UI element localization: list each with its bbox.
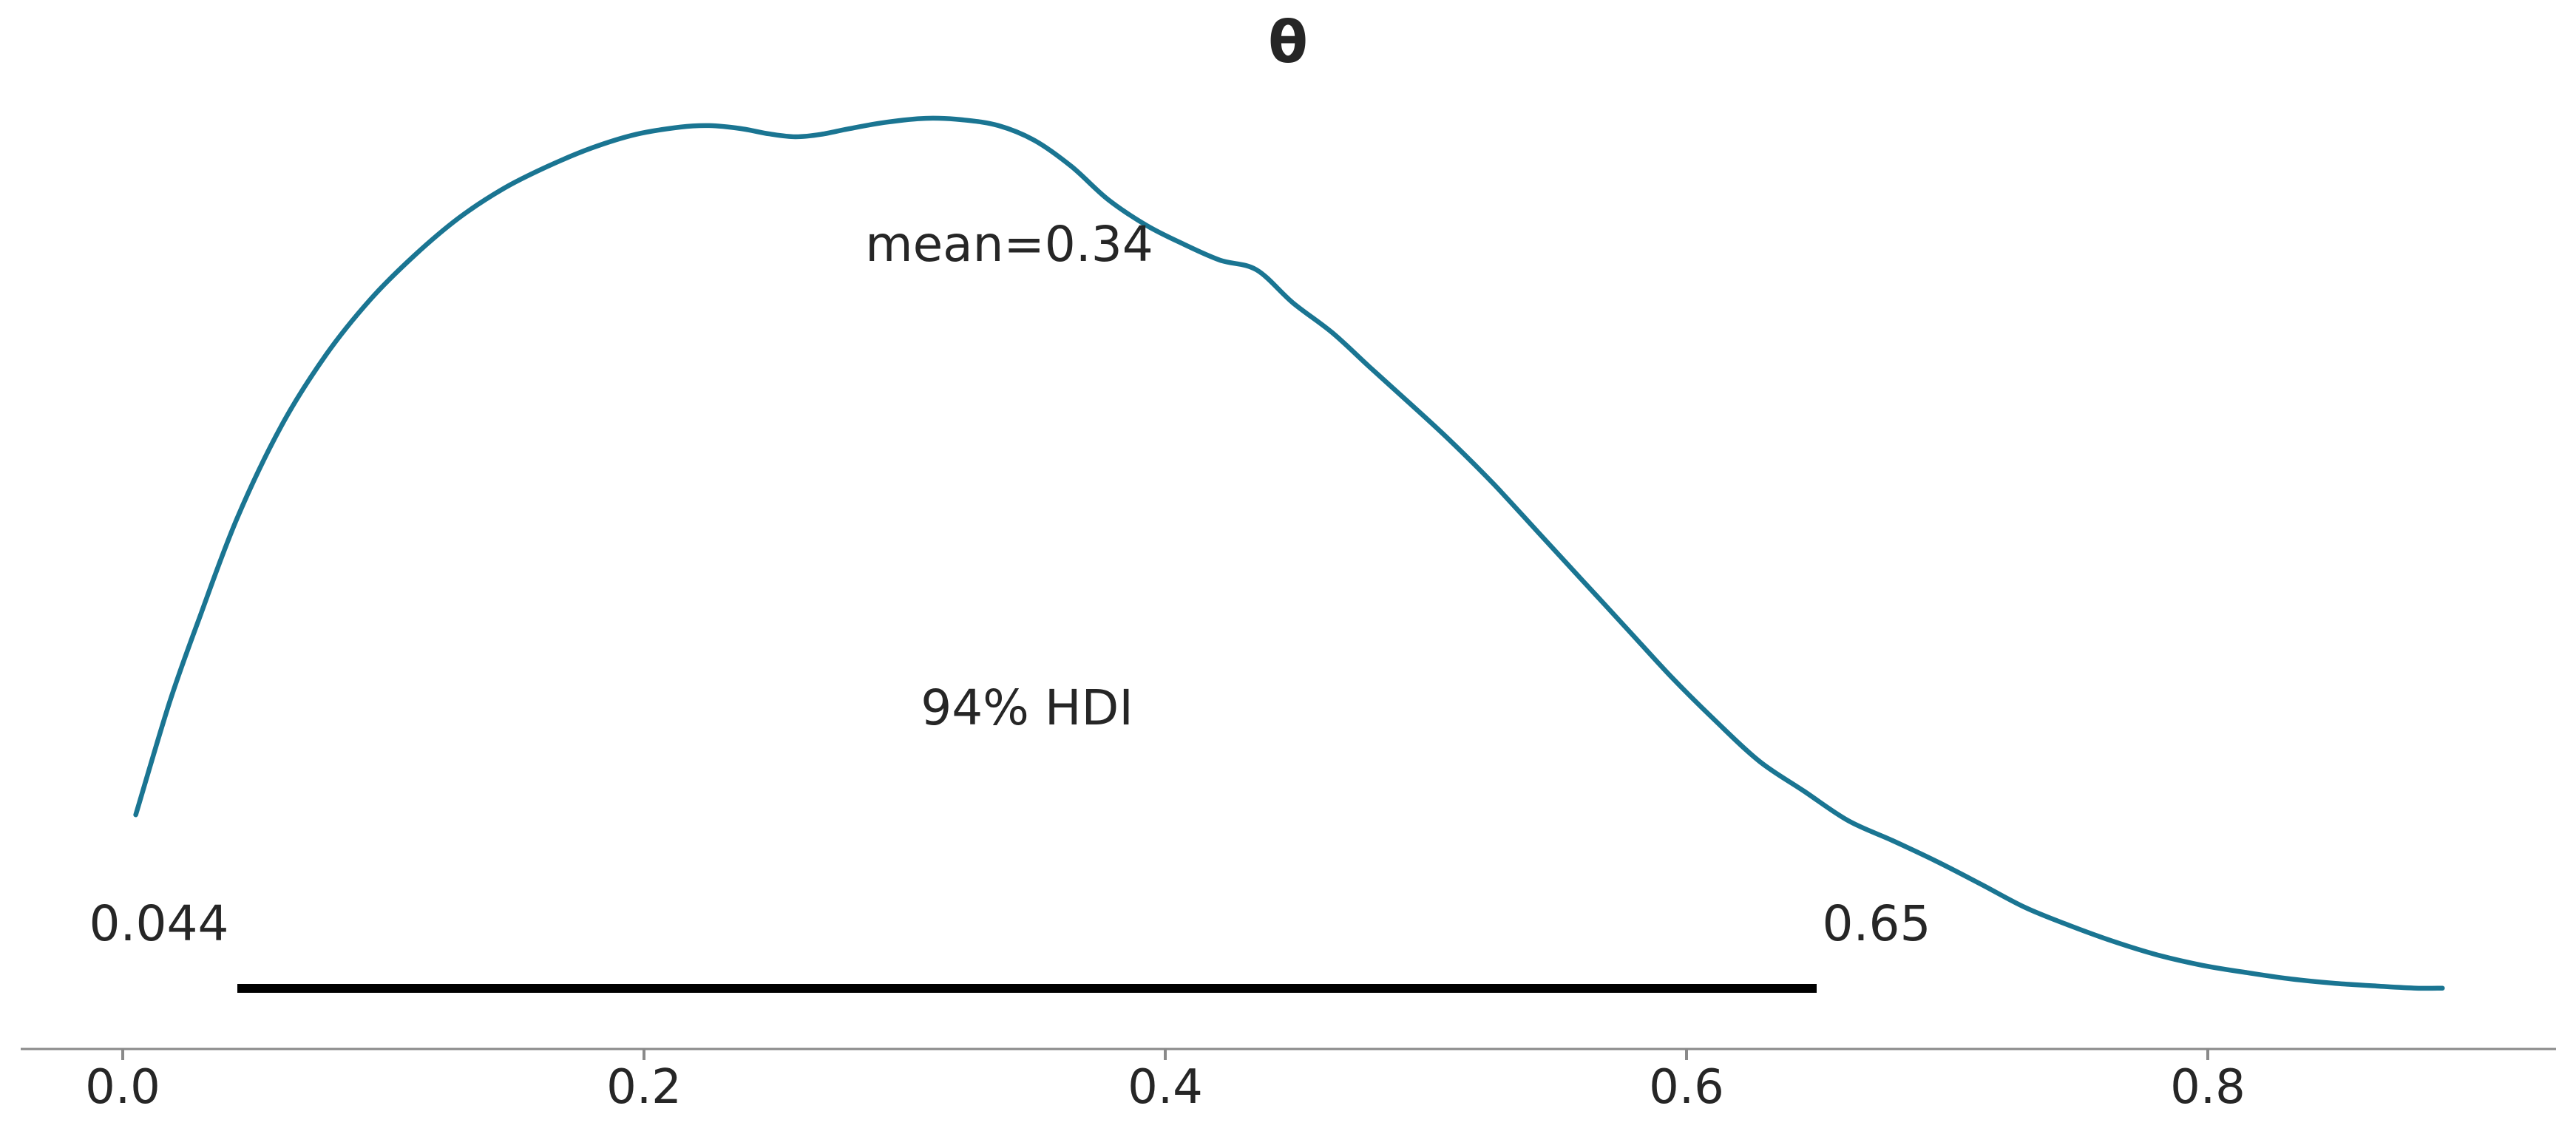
x-tick-label: 0.0 bbox=[85, 1060, 160, 1115]
x-tick-label: 0.2 bbox=[606, 1060, 682, 1115]
x-axis-ticks: 0.0 0.2 0.4 0.6 0.8 bbox=[85, 1049, 2245, 1115]
x-tick-label: 0.8 bbox=[2170, 1060, 2245, 1115]
plot-title: θ bbox=[1268, 10, 1308, 76]
x-tick-label: 0.6 bbox=[1649, 1060, 1724, 1115]
hdi-annotation: 94% HDI bbox=[921, 679, 1133, 736]
mean-annotation: mean=0.34 bbox=[865, 216, 1153, 273]
hdi-lower-bound-label: 0.044 bbox=[89, 895, 229, 952]
hdi-upper-bound-label: 0.65 bbox=[1823, 895, 1931, 952]
kde-curve bbox=[133, 115, 2445, 991]
x-tick-label: 0.4 bbox=[1128, 1060, 1203, 1115]
